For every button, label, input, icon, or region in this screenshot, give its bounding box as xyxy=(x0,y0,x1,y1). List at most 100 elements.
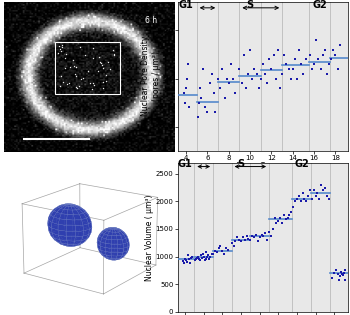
Point xyxy=(336,277,342,282)
Point xyxy=(183,257,189,262)
Point xyxy=(302,196,307,201)
Point xyxy=(239,81,244,86)
Point xyxy=(277,86,283,91)
Point xyxy=(314,37,319,43)
Point xyxy=(187,105,192,110)
Point xyxy=(245,71,251,76)
Point xyxy=(313,193,319,198)
Point xyxy=(309,66,315,72)
Point xyxy=(266,229,272,234)
Point xyxy=(197,257,203,262)
Point xyxy=(219,66,225,72)
Point xyxy=(339,271,344,276)
Point xyxy=(301,71,306,76)
Point xyxy=(332,52,338,57)
Point xyxy=(184,260,190,265)
Point xyxy=(258,76,264,81)
Text: S: S xyxy=(237,159,245,169)
Point xyxy=(315,191,320,196)
Point xyxy=(268,233,274,238)
Point xyxy=(331,271,337,276)
Point xyxy=(212,110,218,115)
Point xyxy=(330,275,335,280)
Point xyxy=(252,66,257,72)
Point xyxy=(292,199,298,204)
Point xyxy=(226,81,232,86)
Point xyxy=(229,240,234,245)
Point xyxy=(307,188,313,193)
Point xyxy=(290,204,296,209)
Point xyxy=(296,193,302,198)
Point xyxy=(320,188,326,193)
Point xyxy=(207,81,212,86)
Point xyxy=(279,221,285,226)
Point xyxy=(211,90,217,95)
Point xyxy=(266,57,272,62)
Point xyxy=(324,193,330,198)
Point xyxy=(222,95,227,100)
Point xyxy=(189,254,194,259)
Point xyxy=(286,66,291,72)
Point xyxy=(232,90,238,95)
Point xyxy=(340,273,345,278)
Point xyxy=(186,257,191,262)
Point xyxy=(253,232,259,237)
Point xyxy=(243,86,248,91)
Point xyxy=(274,221,279,226)
Point xyxy=(200,251,205,256)
Point xyxy=(316,57,321,62)
Point xyxy=(294,196,300,201)
Point xyxy=(206,257,212,262)
Point xyxy=(281,52,287,57)
Point xyxy=(224,76,230,81)
Point xyxy=(290,66,296,72)
Point xyxy=(300,191,305,196)
Point xyxy=(182,100,188,105)
Point xyxy=(288,210,294,215)
Point xyxy=(320,52,326,57)
X-axis label: Time-Course: Time-Course xyxy=(236,162,289,171)
Point xyxy=(237,66,242,72)
Point xyxy=(250,233,255,238)
Point xyxy=(184,76,190,81)
Point xyxy=(277,215,283,220)
Point xyxy=(195,115,201,120)
Point xyxy=(273,76,279,81)
Point xyxy=(272,215,277,220)
Point xyxy=(335,66,341,72)
Point xyxy=(201,66,206,72)
Point xyxy=(264,238,270,243)
Point xyxy=(181,261,187,266)
Y-axis label: Nuclear Volume ( µm³): Nuclear Volume ( µm³) xyxy=(145,194,154,281)
Point xyxy=(275,218,281,223)
Point xyxy=(343,268,348,273)
Point xyxy=(250,76,255,81)
Point xyxy=(185,253,191,258)
Y-axis label: Nuclear Pore Density
(pores / µm²): Nuclear Pore Density (pores / µm²) xyxy=(141,36,161,116)
Point xyxy=(208,254,213,259)
Point xyxy=(342,277,347,282)
Point xyxy=(197,86,203,91)
Point xyxy=(216,246,222,251)
Point xyxy=(298,199,303,204)
Point xyxy=(203,250,208,255)
Point xyxy=(183,86,189,91)
Point xyxy=(244,233,250,238)
Point xyxy=(307,52,313,57)
Point xyxy=(257,235,262,240)
Point xyxy=(324,71,330,76)
Point xyxy=(254,71,259,76)
Point xyxy=(288,76,293,81)
Point xyxy=(222,251,227,256)
Point xyxy=(181,90,187,95)
Point xyxy=(204,256,209,261)
Point xyxy=(209,71,215,76)
Point xyxy=(205,252,211,257)
Point xyxy=(209,251,215,256)
Point xyxy=(283,216,288,221)
Point xyxy=(231,243,236,248)
Point xyxy=(262,71,268,76)
Point xyxy=(318,182,324,187)
Point xyxy=(203,105,208,110)
Point xyxy=(223,246,229,251)
